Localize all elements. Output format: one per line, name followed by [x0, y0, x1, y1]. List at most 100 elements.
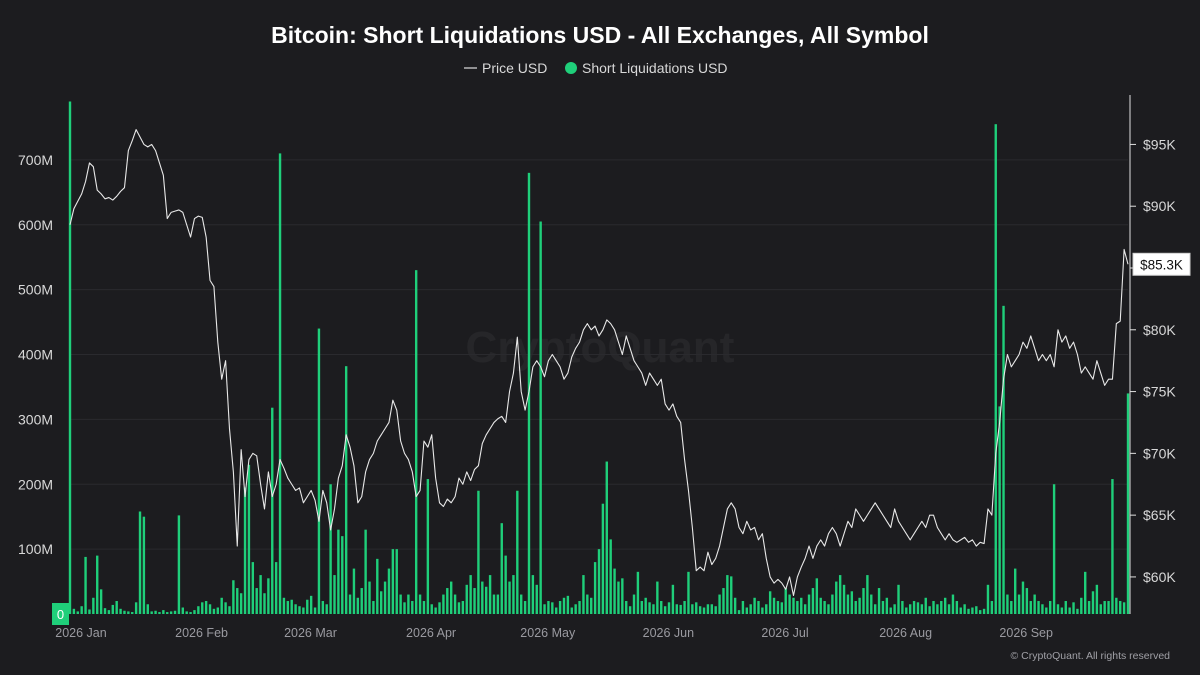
liquidation-bar	[656, 581, 659, 614]
left-tick-label: 300M	[18, 411, 53, 427]
liquidation-bar	[897, 584, 900, 614]
liquidation-bar	[940, 601, 943, 614]
last-price-bg	[1132, 252, 1191, 276]
liquidation-bar	[119, 608, 122, 614]
liquidation-bar	[761, 607, 764, 614]
liquidation-bar	[123, 610, 126, 614]
liquidation-bar	[298, 606, 301, 614]
liquidation-bar	[391, 549, 395, 615]
x-tick-label: 2026 Jun	[643, 626, 694, 640]
liquidation-bar	[807, 594, 811, 614]
liquidation-bar	[792, 597, 795, 614]
liquidation-bar	[975, 606, 978, 614]
liquidation-bar	[765, 604, 768, 614]
liquidation-bar	[609, 539, 612, 614]
liquidation-bar	[115, 601, 118, 614]
liquidation-bar	[177, 515, 181, 614]
liquidation-bar	[679, 604, 682, 614]
liquidation-bar	[730, 576, 733, 614]
liquidation-bar	[453, 594, 457, 614]
liquidation-bar	[430, 604, 433, 614]
liquidation-bar	[905, 607, 908, 614]
liquidation-bar	[932, 601, 935, 614]
liquidation-bar	[426, 479, 430, 614]
liquidation-bar	[278, 153, 282, 614]
liquidation-bar	[216, 607, 220, 614]
zero-badge-label: 0	[57, 607, 64, 622]
legend-liquidations-label[interactable]: Short Liquidations USD	[582, 60, 728, 76]
liquidation-bar	[885, 597, 889, 614]
liquidation-bar	[667, 602, 671, 614]
liquidation-bar	[660, 601, 663, 614]
liquidation-bar	[850, 591, 854, 614]
liquidation-bar	[434, 607, 437, 614]
liquidation-bar	[169, 611, 173, 614]
liquidation-bar	[356, 597, 360, 614]
liquidation-bar	[99, 589, 103, 614]
liquidation-bar	[134, 602, 138, 614]
liquidation-bar	[959, 607, 962, 614]
liquidation-bar	[605, 461, 608, 614]
liquidation-bar	[784, 588, 787, 614]
liquidation-bar	[1056, 604, 1060, 614]
liquidation-bar	[551, 602, 554, 614]
liquidation-bar	[531, 575, 535, 614]
liquidation-bar	[348, 594, 352, 614]
liquidation-bar	[181, 607, 184, 614]
liquidation-bar	[539, 221, 542, 614]
liquidation-bar	[803, 604, 807, 614]
right-tick-label: $75K	[1143, 384, 1176, 400]
liquidation-bar	[220, 597, 223, 614]
liquidation-bar	[1119, 601, 1122, 614]
liquidation-bar	[613, 568, 616, 614]
liquidation-bar	[383, 581, 387, 614]
liquidation-bar	[737, 610, 741, 614]
liquidation-bar	[625, 601, 628, 614]
liquidation-bar	[866, 575, 869, 614]
liquidation-bar	[1029, 601, 1032, 614]
liquidation-bar	[1017, 594, 1021, 614]
liquidation-bar	[92, 597, 95, 614]
liquidation-bar	[547, 601, 550, 614]
liquidation-bar	[663, 606, 667, 614]
left-tick-label: 500M	[18, 282, 53, 298]
liquidation-bar	[422, 601, 426, 614]
liquidation-bar	[282, 597, 286, 614]
liquidation-bar	[858, 597, 861, 614]
liquidation-bar	[442, 594, 445, 614]
liquidation-bar	[162, 610, 165, 614]
liquidation-bar	[1111, 479, 1114, 614]
liquidation-bar	[741, 601, 745, 614]
liquidation-bar	[127, 611, 130, 614]
liquidation-bar	[492, 594, 496, 614]
right-tick-label: $90K	[1143, 198, 1176, 214]
liquidation-bar	[846, 594, 850, 614]
legend-price-label[interactable]: Price USD	[482, 60, 547, 76]
x-axis-ticks: 2026 Jan 2026 Feb 2026 Mar 2026 Apr 2026 May…	[55, 626, 1053, 640]
liquidation-bar	[274, 562, 278, 614]
liquidation-bar	[255, 588, 258, 614]
price-line-group	[69, 129, 1129, 597]
liquidation-bar	[107, 610, 111, 614]
liquidation-bar	[329, 484, 332, 614]
liquidation-bar	[702, 607, 706, 614]
legend-liquidations-swatch	[565, 62, 577, 74]
liquidation-bar	[154, 610, 157, 614]
liquidation-bar	[644, 597, 647, 614]
liquidation-bar	[862, 588, 865, 614]
liquidation-bar	[1064, 601, 1067, 614]
liquidation-bar	[1060, 607, 1064, 614]
liquidation-bar	[815, 578, 819, 614]
liquidation-bar	[259, 575, 262, 614]
liquidation-bar	[333, 575, 336, 614]
liquidation-bar	[640, 601, 643, 614]
liquidation-bar	[574, 604, 577, 614]
liquidation-bar	[395, 549, 398, 615]
liquidation-bar	[753, 597, 756, 614]
liquidation-bar	[617, 581, 620, 614]
liquidation-bar	[1049, 601, 1052, 614]
liquidation-bar	[928, 606, 931, 614]
liquidation-bar	[936, 604, 939, 614]
liquidation-bar	[733, 597, 737, 614]
liquidation-bar	[309, 595, 313, 614]
